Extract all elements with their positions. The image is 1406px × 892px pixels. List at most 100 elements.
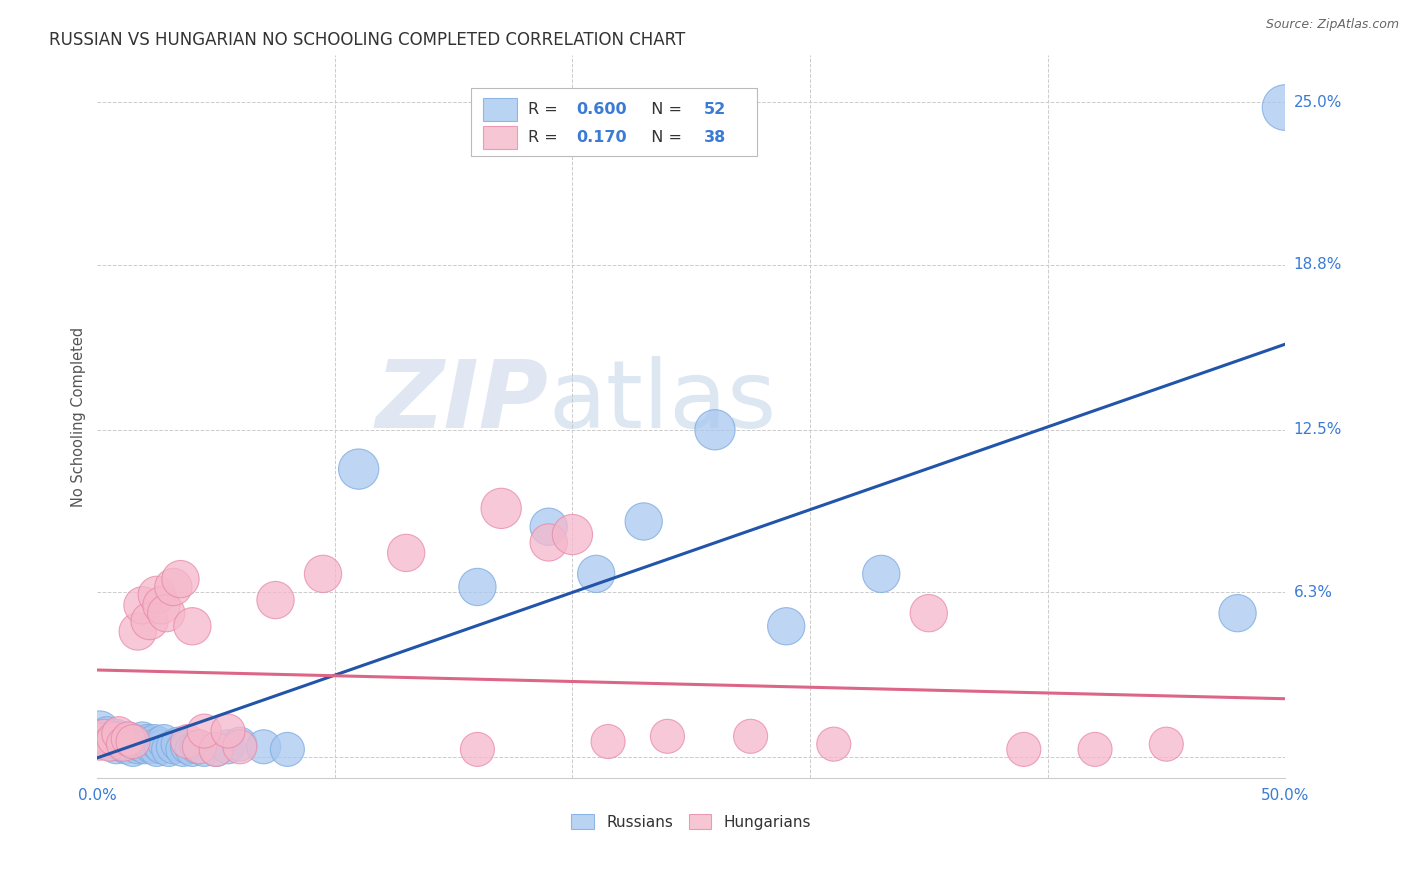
Point [870, 566, 893, 581]
FancyBboxPatch shape [484, 98, 516, 121]
Point [93, 734, 115, 748]
Text: N =: N = [641, 129, 688, 145]
Text: ZIP: ZIP [375, 356, 548, 448]
Point [131, 731, 153, 746]
Point [93, 729, 115, 743]
Text: atlas: atlas [548, 356, 778, 448]
Point [110, 737, 132, 751]
Point [96, 727, 118, 741]
FancyBboxPatch shape [484, 126, 516, 149]
Point [537, 535, 560, 549]
Point [217, 739, 239, 754]
Point [596, 734, 619, 748]
Point [1274, 101, 1296, 115]
Point [122, 742, 145, 756]
Point [395, 546, 418, 560]
Point [205, 742, 228, 756]
Point [633, 515, 655, 529]
Point [347, 462, 370, 476]
Point [1084, 742, 1107, 756]
Point [253, 739, 276, 754]
Point [561, 527, 583, 541]
Point [167, 737, 190, 751]
Point [467, 742, 489, 756]
Text: 0.170: 0.170 [576, 129, 627, 145]
Point [122, 734, 145, 748]
Point [145, 742, 167, 756]
Point [129, 737, 152, 751]
Text: 25.0%: 25.0% [1294, 95, 1341, 110]
Point [193, 742, 215, 756]
Point [537, 519, 560, 533]
Point [103, 731, 125, 746]
Point [585, 566, 607, 581]
Point [264, 593, 287, 607]
Point [145, 588, 167, 602]
Point [193, 724, 215, 739]
Point [120, 737, 142, 751]
Point [153, 734, 176, 748]
Text: N =: N = [641, 103, 688, 117]
Legend: Russians, Hungarians: Russians, Hungarians [565, 807, 817, 836]
Point [100, 737, 122, 751]
Point [143, 734, 166, 748]
Point [176, 739, 198, 754]
Point [131, 599, 153, 613]
Point [276, 742, 298, 756]
Text: 12.5%: 12.5% [1294, 422, 1341, 437]
Point [103, 734, 125, 748]
Point [229, 739, 252, 754]
Text: R =: R = [529, 129, 568, 145]
Text: RUSSIAN VS HUNGARIAN NO SCHOOLING COMPLETED CORRELATION CHART: RUSSIAN VS HUNGARIAN NO SCHOOLING COMPLE… [49, 31, 686, 49]
Point [169, 572, 191, 586]
Point [172, 742, 194, 756]
Point [148, 737, 170, 751]
Point [127, 739, 149, 754]
Text: 52: 52 [704, 103, 727, 117]
Point [229, 737, 252, 751]
Point [107, 731, 129, 746]
FancyBboxPatch shape [471, 87, 756, 156]
Point [217, 724, 239, 739]
Point [181, 619, 204, 633]
Point [704, 423, 727, 437]
Point [112, 737, 135, 751]
Point [150, 599, 173, 613]
Point [89, 734, 111, 748]
Point [91, 729, 114, 743]
Point [312, 566, 335, 581]
Point [157, 742, 180, 756]
Text: 6.3%: 6.3% [1294, 585, 1333, 599]
Point [188, 739, 211, 754]
Point [823, 737, 845, 751]
Point [186, 739, 208, 754]
Point [205, 742, 228, 756]
Point [105, 729, 128, 743]
Point [107, 727, 129, 741]
Point [136, 734, 159, 748]
Point [155, 606, 177, 620]
Point [138, 614, 160, 628]
Point [112, 734, 135, 748]
Point [1156, 737, 1178, 751]
Point [98, 731, 121, 746]
Point [489, 501, 512, 516]
Point [138, 737, 160, 751]
Point [134, 739, 156, 754]
Point [657, 729, 679, 743]
Y-axis label: No Schooling Completed: No Schooling Completed [72, 326, 86, 507]
Point [181, 742, 204, 756]
Point [176, 734, 198, 748]
Point [1012, 742, 1035, 756]
Point [117, 731, 139, 746]
Point [740, 729, 762, 743]
Point [1226, 606, 1249, 620]
Point [98, 737, 121, 751]
Point [141, 739, 163, 754]
Point [918, 606, 941, 620]
Point [115, 739, 138, 754]
Point [89, 724, 111, 739]
Text: R =: R = [529, 103, 564, 117]
Point [467, 580, 489, 594]
Point [162, 739, 184, 754]
